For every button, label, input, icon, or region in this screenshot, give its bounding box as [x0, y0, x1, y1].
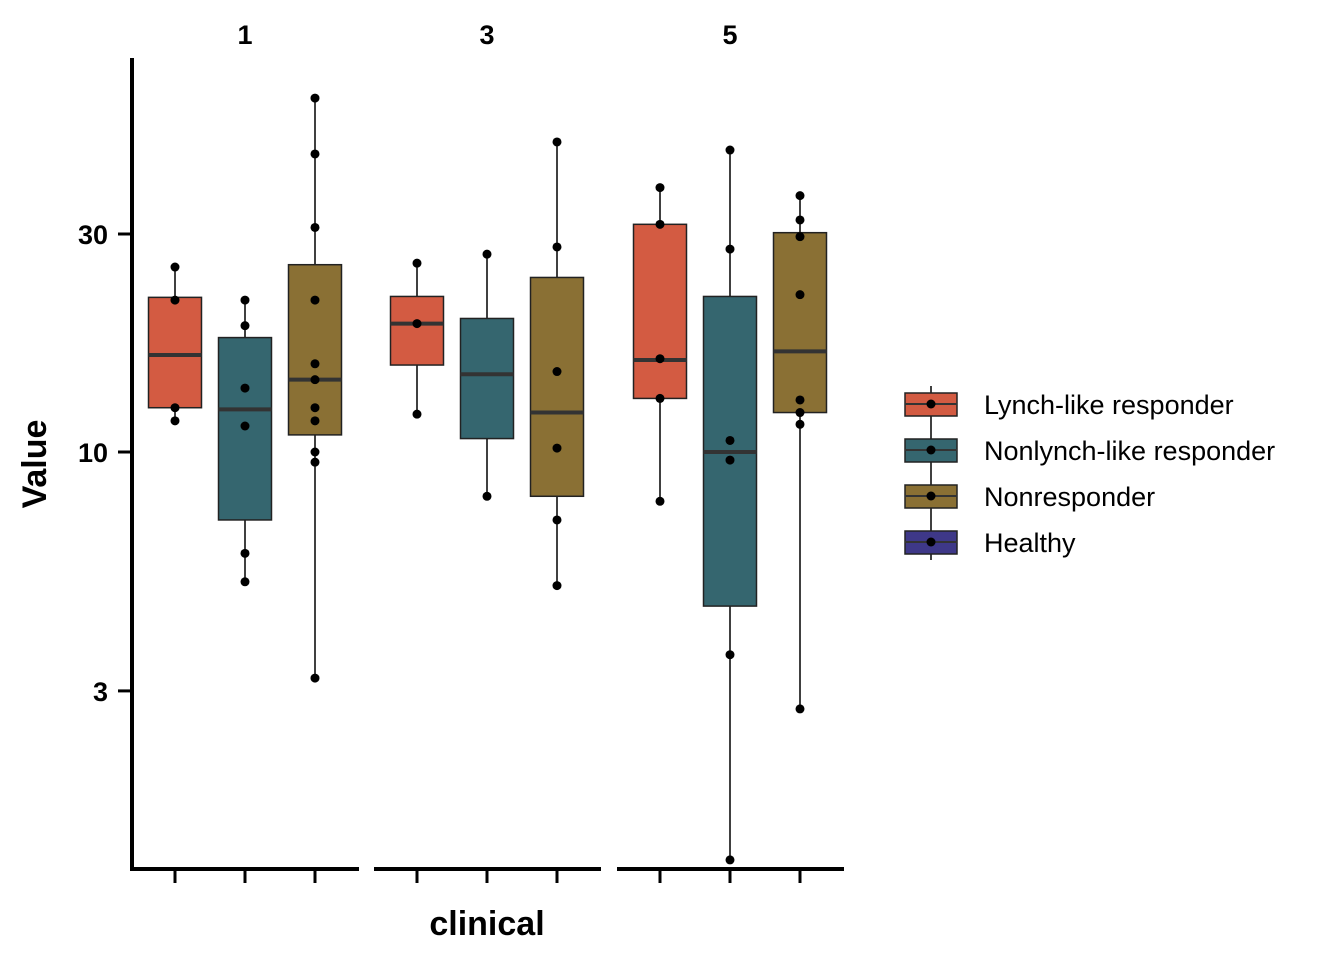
- box-group: [632, 183, 688, 506]
- plot-area: [147, 93, 828, 865]
- data-point: [310, 416, 320, 426]
- legend-key-point: [926, 491, 936, 501]
- facet-panel-3: [389, 137, 585, 591]
- legend-key-point: [926, 399, 936, 409]
- y-tick-label: 10: [78, 438, 108, 468]
- x-axis: [130, 867, 844, 883]
- facet-label-5: 5: [722, 20, 737, 50]
- data-point: [310, 149, 320, 159]
- data-point: [795, 191, 805, 201]
- box: [772, 231, 828, 414]
- data-point: [170, 416, 180, 426]
- data-point: [655, 354, 665, 364]
- data-point: [725, 145, 735, 155]
- data-point: [240, 321, 250, 331]
- facet-label-1: 1: [237, 20, 252, 50]
- y-axis-title: Value: [16, 420, 54, 509]
- data-point: [240, 548, 250, 558]
- data-point: [795, 408, 805, 418]
- y-tick-label: 3: [93, 677, 108, 707]
- data-point: [412, 319, 422, 329]
- legend: Lynch-like responder Nonlynch-like respon…: [904, 386, 1275, 560]
- data-point: [552, 443, 562, 453]
- legend-label: Healthy: [984, 528, 1076, 558]
- data-point: [310, 222, 320, 232]
- data-point: [552, 515, 562, 525]
- data-point: [240, 421, 250, 431]
- data-point: [170, 403, 180, 413]
- data-point: [552, 367, 562, 377]
- box: [147, 296, 203, 409]
- legend-item: Nonlynch-like responder: [904, 436, 1275, 466]
- box-group: [529, 137, 585, 591]
- data-point: [725, 650, 735, 660]
- data-point: [655, 219, 665, 229]
- data-point: [310, 93, 320, 103]
- data-point: [412, 258, 422, 268]
- data-point: [240, 577, 250, 587]
- data-point: [482, 491, 492, 501]
- data-point: [240, 295, 250, 305]
- box-group: [389, 258, 445, 419]
- data-point: [725, 435, 735, 445]
- box: [389, 295, 445, 366]
- data-point: [795, 215, 805, 225]
- data-point: [170, 262, 180, 272]
- box-group: [217, 295, 273, 587]
- data-point: [482, 249, 492, 259]
- y-axis: 3 10 30: [78, 58, 134, 871]
- data-point: [412, 409, 422, 419]
- data-point: [552, 137, 562, 147]
- box-group: [287, 93, 343, 683]
- data-point: [725, 855, 735, 865]
- legend-key-point: [926, 445, 936, 455]
- data-point: [552, 581, 562, 591]
- data-point: [655, 393, 665, 403]
- data-point: [795, 419, 805, 429]
- legend-label: Nonresponder: [984, 482, 1155, 512]
- legend-item: Lynch-like responder: [904, 390, 1234, 420]
- x-axis-title: clinical: [429, 905, 544, 943]
- data-point: [310, 673, 320, 683]
- data-point: [725, 244, 735, 254]
- data-point: [795, 704, 805, 714]
- legend-item: Nonresponder: [904, 482, 1155, 512]
- data-point: [725, 455, 735, 465]
- facet-panel-5: [632, 145, 828, 865]
- box: [459, 317, 515, 440]
- legend-label: Lynch-like responder: [984, 390, 1234, 420]
- box-group: [702, 145, 758, 865]
- facet-label-3: 3: [479, 20, 494, 50]
- data-point: [310, 447, 320, 457]
- data-point: [310, 295, 320, 305]
- data-point: [310, 359, 320, 369]
- data-point: [655, 496, 665, 506]
- data-point: [795, 232, 805, 242]
- data-point: [310, 375, 320, 385]
- legend-key-point: [926, 537, 936, 547]
- legend-label: Nonlynch-like responder: [984, 436, 1275, 466]
- data-point: [655, 183, 665, 193]
- box-group: [147, 262, 203, 426]
- data-point: [170, 295, 180, 305]
- box: [632, 223, 688, 400]
- facet-panel-1: [147, 93, 343, 683]
- data-point: [795, 395, 805, 405]
- data-point: [310, 457, 320, 467]
- box-group: [459, 249, 515, 501]
- box: [529, 276, 585, 498]
- legend-item: Healthy: [904, 528, 1076, 558]
- data-point: [240, 383, 250, 393]
- box-group: [772, 191, 828, 714]
- y-tick-label: 30: [78, 220, 108, 250]
- data-point: [552, 242, 562, 252]
- data-point: [310, 403, 320, 413]
- facet-labels: 1 3 5: [237, 20, 737, 50]
- data-point: [795, 290, 805, 300]
